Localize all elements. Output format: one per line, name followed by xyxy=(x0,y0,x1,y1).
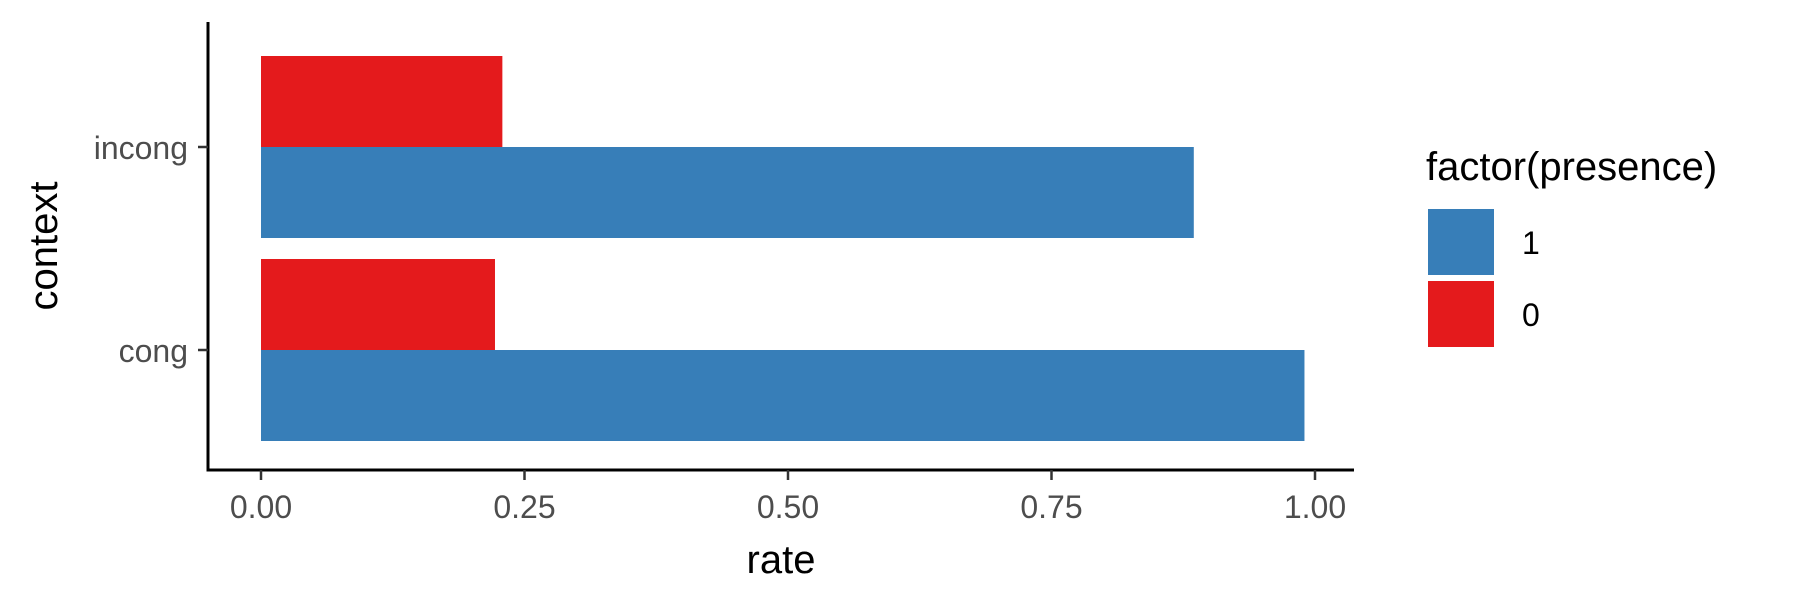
x-tick-label-0: 0.00 xyxy=(230,489,292,525)
bar-incong-1 xyxy=(261,147,1194,238)
bar-cong-1 xyxy=(261,350,1305,441)
legend-label-0: 0 xyxy=(1522,297,1540,333)
x-axis-title: rate xyxy=(747,538,816,582)
legend-title: factor(presence) xyxy=(1426,145,1717,189)
x-tick-label-3: 0.75 xyxy=(1020,489,1082,525)
y-axis-title: context xyxy=(22,182,66,311)
legend-label-1: 1 xyxy=(1522,225,1540,261)
x-ticks: 0.00 0.25 0.50 0.75 1.00 xyxy=(230,470,1346,525)
x-tick-label-2: 0.50 xyxy=(757,489,819,525)
legend-swatch-1 xyxy=(1428,209,1494,275)
y-tick-label-incong: incong xyxy=(94,130,188,166)
y-ticks: cong incong xyxy=(94,130,208,369)
y-tick-label-cong: cong xyxy=(119,333,188,369)
legend-swatch-0 xyxy=(1428,281,1494,347)
bars-layer xyxy=(261,56,1305,441)
bar-cong-0 xyxy=(261,259,495,350)
bar-incong-0 xyxy=(261,56,503,147)
x-tick-label-1: 0.25 xyxy=(493,489,555,525)
legend-items: 10 xyxy=(1428,209,1540,347)
x-tick-label-4: 1.00 xyxy=(1284,489,1346,525)
legend: factor(presence) 10 xyxy=(1426,145,1717,347)
